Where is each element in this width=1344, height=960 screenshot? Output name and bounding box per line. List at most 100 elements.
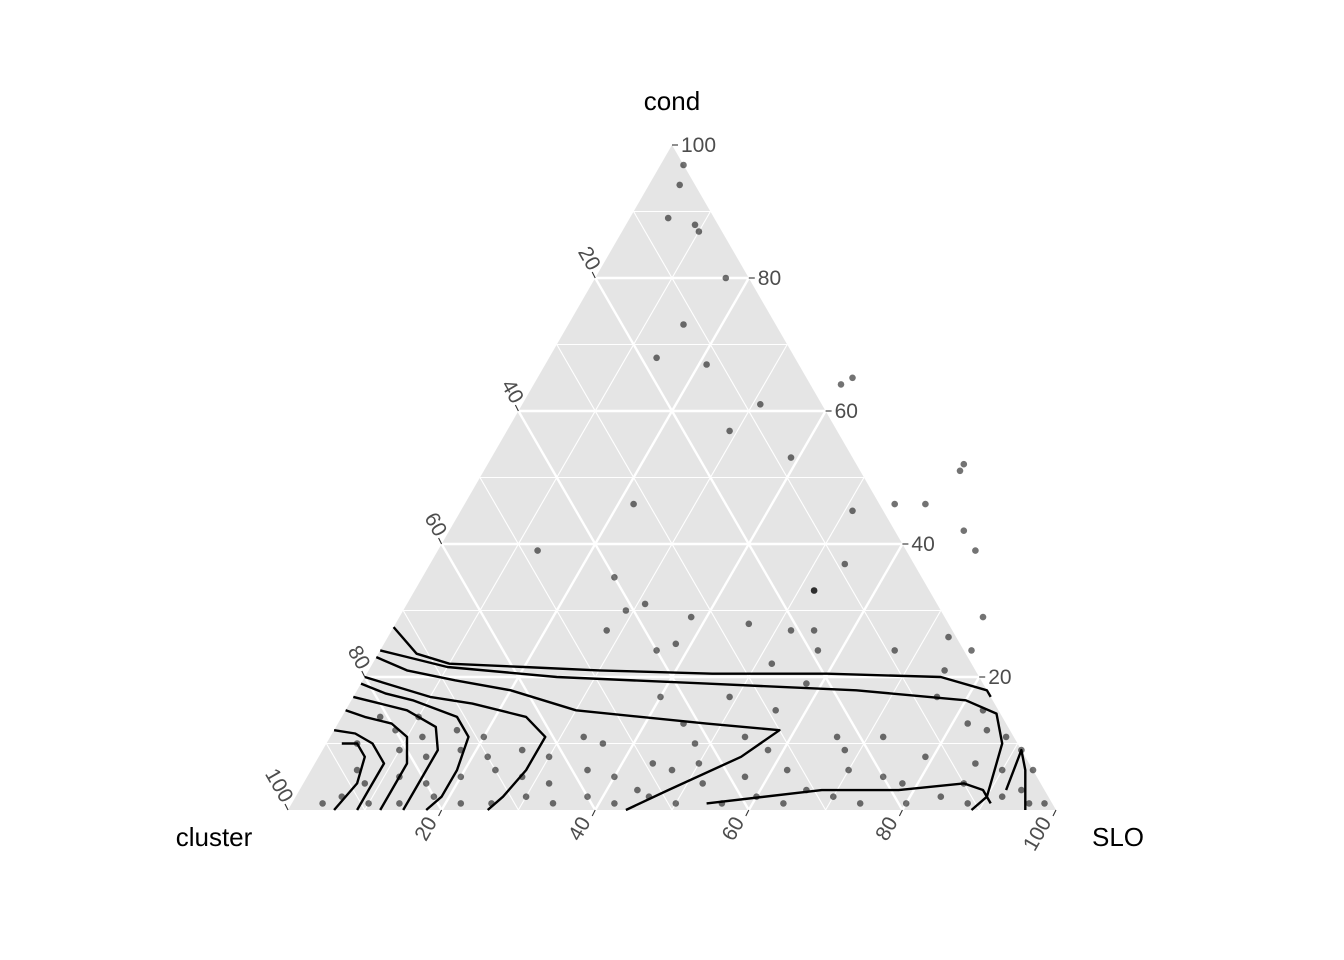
contour-line xyxy=(392,626,992,698)
data-point xyxy=(945,633,952,641)
data-point xyxy=(664,214,672,222)
density-contours xyxy=(333,626,1027,812)
tick-mark-cluster xyxy=(284,803,289,811)
axis-title-left: cluster xyxy=(176,822,253,852)
contour-line xyxy=(333,742,366,811)
data-point xyxy=(634,786,641,794)
tick-mark-slo xyxy=(438,809,443,817)
data-point xyxy=(365,800,372,807)
data-point xyxy=(603,627,610,634)
data-point xyxy=(772,707,779,714)
data-point xyxy=(891,647,898,654)
data-point xyxy=(849,374,856,382)
grid-line-cluster xyxy=(633,211,980,811)
data-points xyxy=(319,161,1048,807)
axis-title-right: SLO xyxy=(1092,822,1144,852)
data-point xyxy=(672,640,680,648)
data-point xyxy=(810,587,818,594)
data-point xyxy=(830,793,837,800)
data-point xyxy=(653,647,660,654)
data-point xyxy=(741,773,749,781)
contour-line xyxy=(1004,748,1027,810)
tick-label-cond: 20 xyxy=(988,666,1011,689)
data-point xyxy=(668,766,676,774)
data-point xyxy=(703,361,710,368)
tick-mark-cluster xyxy=(514,404,519,412)
data-point xyxy=(680,321,687,328)
data-point xyxy=(941,667,948,674)
data-point xyxy=(361,780,369,787)
data-point xyxy=(430,793,438,800)
contour-line xyxy=(379,649,1004,811)
data-point xyxy=(641,600,649,608)
data-point xyxy=(645,793,653,800)
data-point xyxy=(319,800,326,807)
data-point xyxy=(757,401,764,408)
data-point xyxy=(545,753,553,761)
data-point xyxy=(718,800,726,807)
contour-line xyxy=(353,695,439,811)
contour-line xyxy=(706,782,992,805)
data-point xyxy=(937,793,945,800)
tick-label-cond: 80 xyxy=(758,267,781,290)
data-point xyxy=(611,800,618,807)
data-point xyxy=(841,560,849,568)
data-point xyxy=(856,800,864,807)
data-point xyxy=(845,766,852,774)
data-point xyxy=(695,760,703,767)
data-point xyxy=(783,766,791,774)
data-point xyxy=(522,793,530,800)
data-point xyxy=(518,746,526,754)
data-point xyxy=(960,460,968,468)
data-point xyxy=(584,766,591,774)
data-point xyxy=(457,746,465,754)
grid-line-slo xyxy=(364,211,711,811)
data-point xyxy=(492,766,499,774)
tick-mark-slo xyxy=(591,809,596,817)
data-point xyxy=(803,786,810,794)
tick-label-cond: 60 xyxy=(835,400,858,423)
data-point xyxy=(979,707,987,714)
data-point xyxy=(611,574,618,581)
data-point xyxy=(353,766,361,774)
data-point xyxy=(488,800,495,807)
data-point xyxy=(922,753,929,761)
data-point xyxy=(353,740,361,747)
data-point xyxy=(622,607,630,614)
data-point xyxy=(396,773,403,781)
tick-label-slo: 60 xyxy=(718,813,750,845)
data-point xyxy=(534,547,541,554)
tick-label-cond: 40 xyxy=(911,533,934,556)
grid-line-cluster xyxy=(556,344,827,811)
data-point xyxy=(396,800,403,807)
data-point xyxy=(787,454,795,461)
data-point xyxy=(338,793,346,800)
data-point xyxy=(998,793,1006,800)
data-point xyxy=(376,713,384,721)
data-point xyxy=(787,627,795,634)
tick-mark-cluster xyxy=(361,670,366,678)
data-point xyxy=(753,793,760,800)
data-point xyxy=(1041,800,1048,807)
data-point xyxy=(680,161,687,169)
data-point xyxy=(968,647,975,654)
data-point xyxy=(983,726,991,734)
data-point xyxy=(891,500,898,508)
data-point xyxy=(1029,766,1037,774)
tick-label-slo: 100 xyxy=(1019,813,1056,855)
data-point xyxy=(392,726,399,734)
data-point xyxy=(810,627,818,634)
data-point xyxy=(998,766,1006,774)
data-point xyxy=(956,467,964,475)
data-point xyxy=(964,800,971,807)
data-point xyxy=(979,613,987,621)
data-point xyxy=(849,507,856,515)
data-point xyxy=(1018,786,1025,794)
data-point xyxy=(422,753,430,761)
data-point xyxy=(549,800,557,807)
data-point xyxy=(691,740,699,747)
data-point xyxy=(676,181,683,189)
grid-line-cluster xyxy=(440,543,597,811)
